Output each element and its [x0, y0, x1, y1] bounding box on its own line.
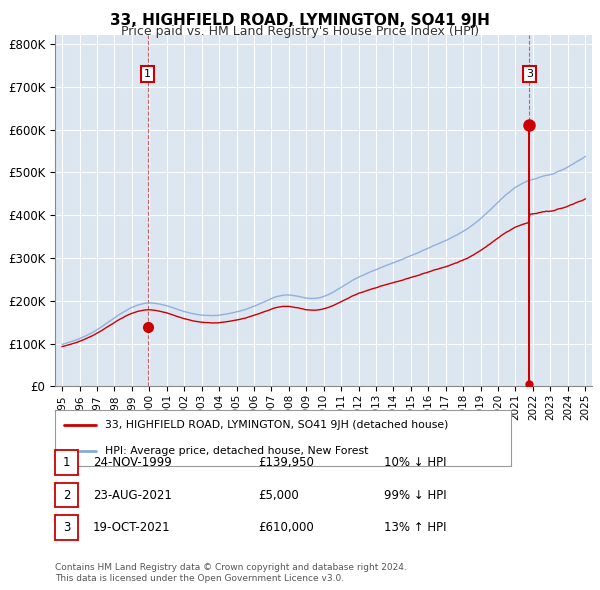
Text: 33, HIGHFIELD ROAD, LYMINGTON, SO41 9JH (detached house): 33, HIGHFIELD ROAD, LYMINGTON, SO41 9JH … — [106, 420, 449, 430]
Text: 13% ↑ HPI: 13% ↑ HPI — [384, 521, 446, 534]
Text: HPI: Average price, detached house, New Forest: HPI: Average price, detached house, New … — [106, 446, 369, 456]
Text: 3: 3 — [63, 521, 70, 534]
Text: 33, HIGHFIELD ROAD, LYMINGTON, SO41 9JH: 33, HIGHFIELD ROAD, LYMINGTON, SO41 9JH — [110, 13, 490, 28]
Text: £610,000: £610,000 — [258, 521, 314, 534]
Text: 1: 1 — [63, 456, 70, 469]
Text: Price paid vs. HM Land Registry's House Price Index (HPI): Price paid vs. HM Land Registry's House … — [121, 25, 479, 38]
Text: 3: 3 — [526, 69, 533, 79]
Text: 1: 1 — [144, 69, 151, 79]
Text: 23-AUG-2021: 23-AUG-2021 — [93, 489, 172, 502]
Text: 24-NOV-1999: 24-NOV-1999 — [93, 456, 172, 469]
Text: Contains HM Land Registry data © Crown copyright and database right 2024.: Contains HM Land Registry data © Crown c… — [55, 563, 407, 572]
Text: 19-OCT-2021: 19-OCT-2021 — [93, 521, 170, 534]
Text: £5,000: £5,000 — [258, 489, 299, 502]
Text: 2: 2 — [63, 489, 70, 502]
Text: 10% ↓ HPI: 10% ↓ HPI — [384, 456, 446, 469]
Text: £139,950: £139,950 — [258, 456, 314, 469]
Text: This data is licensed under the Open Government Licence v3.0.: This data is licensed under the Open Gov… — [55, 574, 344, 583]
Text: 99% ↓ HPI: 99% ↓ HPI — [384, 489, 446, 502]
